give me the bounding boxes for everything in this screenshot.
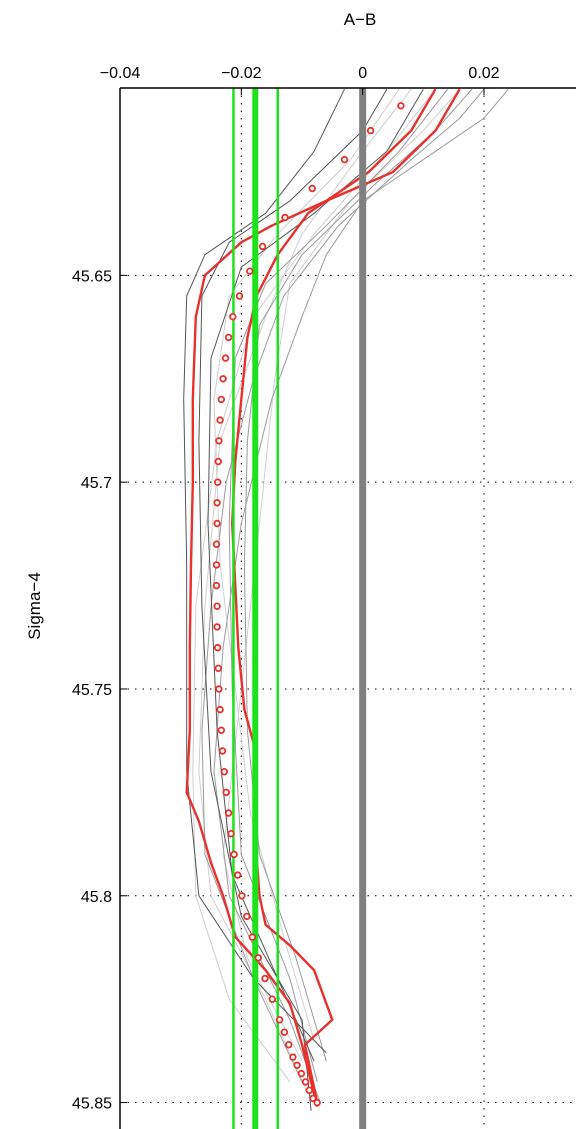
profile-line xyxy=(192,88,436,1083)
markers-layer xyxy=(212,102,405,1107)
reference-lines-layer xyxy=(232,88,367,1129)
marker-point xyxy=(213,643,222,652)
marker-point xyxy=(214,457,222,466)
profile-line xyxy=(213,88,509,1103)
marker-point xyxy=(313,1098,321,1107)
marker-point xyxy=(214,664,222,672)
marker-point xyxy=(221,354,230,362)
marker-point xyxy=(397,102,405,110)
marker-point xyxy=(280,1028,289,1036)
marker-point xyxy=(246,267,254,275)
marker-point xyxy=(212,540,221,548)
marker-point xyxy=(258,242,267,251)
x-axis-title: A−B xyxy=(344,10,377,29)
y-tick-label: 45.7 xyxy=(81,475,112,492)
marker-point xyxy=(268,995,276,1003)
marker-point xyxy=(212,581,221,590)
y-tick-label: 45.75 xyxy=(72,682,112,699)
marker-point xyxy=(219,375,227,383)
marker-point xyxy=(215,437,223,445)
marker-point xyxy=(220,768,228,776)
x-tick-label: −0.02 xyxy=(221,65,262,82)
marker-point xyxy=(309,1094,317,1103)
marker-point xyxy=(340,155,349,164)
red-envelope-line xyxy=(185,88,461,1107)
marker-point xyxy=(216,705,224,714)
marker-point xyxy=(213,499,221,507)
marker-point xyxy=(222,788,230,797)
profile-line xyxy=(198,88,388,1111)
marker-point xyxy=(217,395,225,404)
marker-point xyxy=(213,602,221,610)
marker-point xyxy=(301,1078,310,1086)
marker-point xyxy=(217,726,225,734)
marker-point xyxy=(218,747,227,755)
marker-point xyxy=(213,478,222,486)
marker-point xyxy=(212,561,221,569)
y-tick-label: 45.65 xyxy=(72,268,112,285)
marker-point xyxy=(366,126,375,135)
marker-point xyxy=(213,519,221,528)
axes-layer: −0.04 −0.02 0 0.02 45.65 45.7 45.75 45.8 45.85 xyxy=(72,65,576,1129)
marker-point xyxy=(305,1086,313,1094)
y-tick-label: 45.85 xyxy=(72,1096,112,1113)
profile-line xyxy=(243,88,473,1062)
marker-point xyxy=(281,213,289,222)
profile-line xyxy=(222,88,461,1062)
y-axis-title: Sigma−4 xyxy=(25,572,44,640)
marker-point xyxy=(213,623,221,631)
marker-point xyxy=(233,871,242,879)
marker-point xyxy=(275,1016,284,1024)
profile-line xyxy=(201,88,485,1083)
red-envelope-line xyxy=(231,88,437,1103)
marker-point xyxy=(227,830,235,838)
marker-point xyxy=(230,850,238,859)
x-tick-label: 0.02 xyxy=(468,65,499,82)
x-tick-label: 0 xyxy=(358,65,367,82)
profile-line xyxy=(228,88,448,1083)
marker-point xyxy=(243,912,251,921)
marker-point xyxy=(261,974,269,983)
marker-point xyxy=(235,292,244,300)
marker-point xyxy=(289,1053,297,1061)
marker-point xyxy=(254,954,262,962)
marker-point xyxy=(216,416,224,424)
marker-point xyxy=(297,1069,306,1078)
marker-point xyxy=(308,184,316,193)
marker-point xyxy=(293,1061,301,1069)
grid-layer xyxy=(120,88,576,1129)
marker-point xyxy=(224,809,233,817)
profile-line xyxy=(183,88,345,1054)
y-tick-label: 45.8 xyxy=(81,889,112,906)
profile-line xyxy=(198,88,412,1095)
marker-point xyxy=(229,313,237,321)
marker-point xyxy=(285,1040,293,1049)
marker-point xyxy=(215,685,223,693)
marker-point xyxy=(238,892,246,900)
marker-point xyxy=(248,933,256,941)
x-tick-label: −0.04 xyxy=(100,65,141,82)
marker-point xyxy=(224,333,233,342)
